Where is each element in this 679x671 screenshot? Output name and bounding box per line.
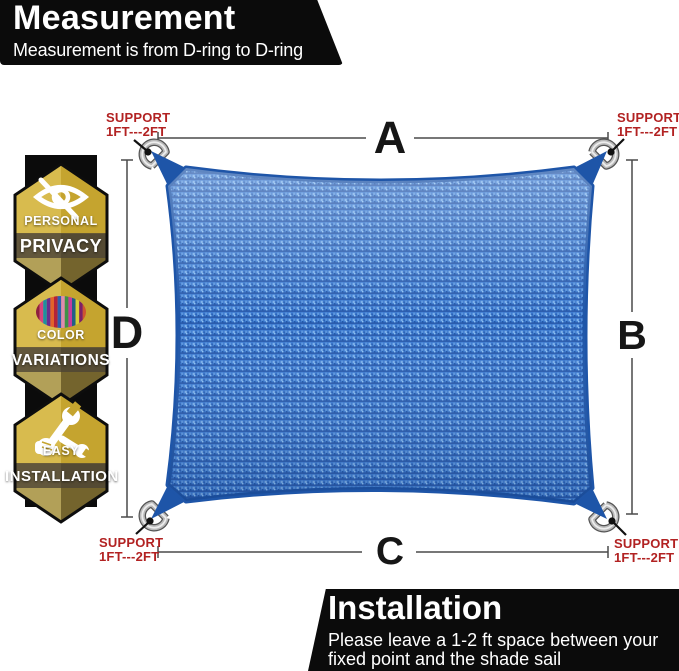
support-label-line2: 1FT---2FT — [614, 550, 675, 566]
badge-label-easy: EASY — [42, 444, 80, 458]
measurement-lines — [121, 132, 638, 558]
support-label-line1: SUPPORT — [614, 536, 679, 551]
measurement-label-d: D — [110, 307, 144, 358]
measurement-label-c: C — [375, 530, 405, 573]
installation-banner-subtitle-line2: fixed point and the shade sail — [328, 649, 562, 669]
hexagon-badge-shape — [13, 276, 109, 408]
badge-label-privacy: PRIVACY — [19, 236, 103, 256]
d-ring-top-right-icon — [588, 138, 620, 170]
badge-label-installation: INSTALLATION — [5, 468, 119, 485]
support-label-top-left: SUPPORT 1FT---2FT — [106, 110, 171, 140]
support-label-line2: 1FT---2FT — [99, 549, 160, 565]
feature-badge-color-variations: COLOR VARIATIONS — [12, 276, 110, 408]
measurement-banner-title: Measurement — [13, 0, 236, 37]
installation-banner-title: Installation — [328, 589, 503, 626]
support-label-line1: SUPPORT — [106, 110, 171, 125]
measurement-banner-subtitle: Measurement is from D-ring to D-ring — [13, 40, 303, 60]
installation-banner: Installation Please leave a 1-2 ft space… — [308, 589, 679, 671]
hexagon-badge-shape — [13, 392, 109, 524]
support-pointers — [133, 138, 627, 536]
support-label-line1: SUPPORT — [617, 110, 679, 125]
hexagon-badge-shape — [13, 162, 109, 294]
support-label-top-right: SUPPORT 1FT---2FT — [617, 110, 679, 140]
d-ring-bottom-right-icon — [588, 501, 620, 533]
color-variations-icon — [36, 296, 86, 328]
measurement-label-b: B — [617, 312, 647, 358]
badge-label-variations: VARIATIONS — [11, 352, 111, 369]
feature-badge-easy-installation: EASY INSTALLATION — [5, 392, 118, 524]
support-label-bottom-right: SUPPORT 1FT---2FT — [614, 536, 679, 566]
measurement-label-a: A — [373, 112, 407, 163]
badge-label-color: COLOR — [37, 328, 85, 342]
support-label-line2: 1FT---2FT — [106, 124, 167, 140]
support-label-bottom-left: SUPPORT 1FT---2FT — [99, 535, 164, 565]
eye-slash-icon — [32, 177, 90, 220]
sail-fabric — [165, 165, 595, 506]
badge-label-personal: PERSONAL — [24, 214, 98, 228]
d-ring-bottom-left-icon — [138, 500, 170, 532]
feature-badge-personal-privacy: PERSONAL PRIVACY — [13, 162, 109, 294]
support-label-line1: SUPPORT — [99, 535, 164, 550]
installation-banner-subtitle-line1: Please leave a 1-2 ft space between your — [328, 630, 659, 650]
d-ring-top-left-icon — [138, 138, 170, 170]
measurement-banner: Measurement Measurement is from D-ring t… — [0, 0, 343, 65]
tools-icon — [35, 401, 95, 460]
support-label-line2: 1FT---2FT — [617, 124, 678, 140]
